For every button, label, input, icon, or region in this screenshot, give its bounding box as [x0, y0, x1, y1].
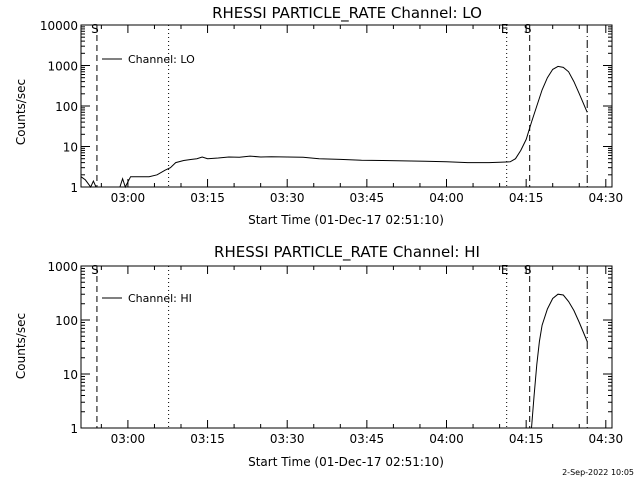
y-tick-label: 100: [55, 314, 78, 328]
y-tick-label: 100: [55, 100, 78, 114]
time-marker-label: S: [91, 22, 99, 36]
x-tick-label: 03:15: [190, 432, 225, 446]
time-marker-label: S: [91, 263, 99, 277]
plot-frame: [80, 265, 613, 429]
x-tick-label: 03:45: [350, 432, 385, 446]
series-line-hi: [531, 293, 588, 429]
chart-title: RHESSI PARTICLE_RATE Channel: HI: [214, 243, 480, 262]
time-marker-label: S: [524, 22, 532, 36]
x-tick-label: 04:30: [589, 191, 624, 205]
x-axis-label: Start Time (01-Dec-17 02:51:10): [248, 455, 444, 469]
x-tick-label: 04:00: [429, 432, 464, 446]
time-marker-label: S: [524, 263, 532, 277]
time-marker-label: E: [501, 22, 509, 36]
legend-label: Channel: LO: [128, 53, 195, 66]
axis-ticks: 03:00 03:15 03:30 03:45 04:00 04:15 04:30 1 10 10…: [47, 260, 623, 446]
y-tick-label: 1000: [47, 60, 78, 74]
plot-frame: [80, 24, 613, 188]
axis-ticks: 03:00 03:15 03:30 03:45 04:00 04:15 04:30 1 10 10…: [40, 19, 623, 205]
y-tick-label: 10000: [40, 19, 78, 33]
chart-hi: RHESSI PARTICLE_RATE Channel: HI Counts/…: [14, 243, 623, 469]
x-tick-label: 04:15: [509, 191, 544, 205]
y-axis-label: Counts/sec: [14, 79, 28, 145]
x-tick-label: 04:15: [509, 432, 544, 446]
x-tick-label: 03:15: [190, 191, 225, 205]
x-tick-label: 03:30: [270, 432, 305, 446]
y-tick-label: 1: [70, 422, 78, 436]
x-tick-label: 04:00: [429, 191, 464, 205]
y-tick-label: 10: [63, 141, 78, 155]
x-tick-label: 03:45: [350, 191, 385, 205]
x-tick-label: 03:00: [111, 191, 146, 205]
y-tick-label: 1: [70, 181, 78, 195]
time-marker-label: E: [501, 263, 509, 277]
y-tick-label: 1000: [47, 260, 78, 274]
x-tick-label: 03:30: [270, 191, 305, 205]
chart-title: RHESSI PARTICLE_RATE Channel: LO: [212, 4, 482, 23]
y-tick-label: 10: [63, 368, 78, 382]
x-tick-label: 03:00: [111, 432, 146, 446]
y-axis-label: Counts/sec: [14, 313, 28, 379]
series-line-lo: [80, 65, 588, 189]
timestamp: 2-Sep-2022 10:05: [562, 468, 634, 477]
legend-label: Channel: HI: [128, 292, 192, 305]
x-tick-label: 04:30: [589, 432, 624, 446]
x-axis-label: Start Time (01-Dec-17 02:51:10): [248, 213, 444, 227]
chart-lo: RHESSI PARTICLE_RATE Channel: LO Counts/…: [14, 4, 623, 227]
